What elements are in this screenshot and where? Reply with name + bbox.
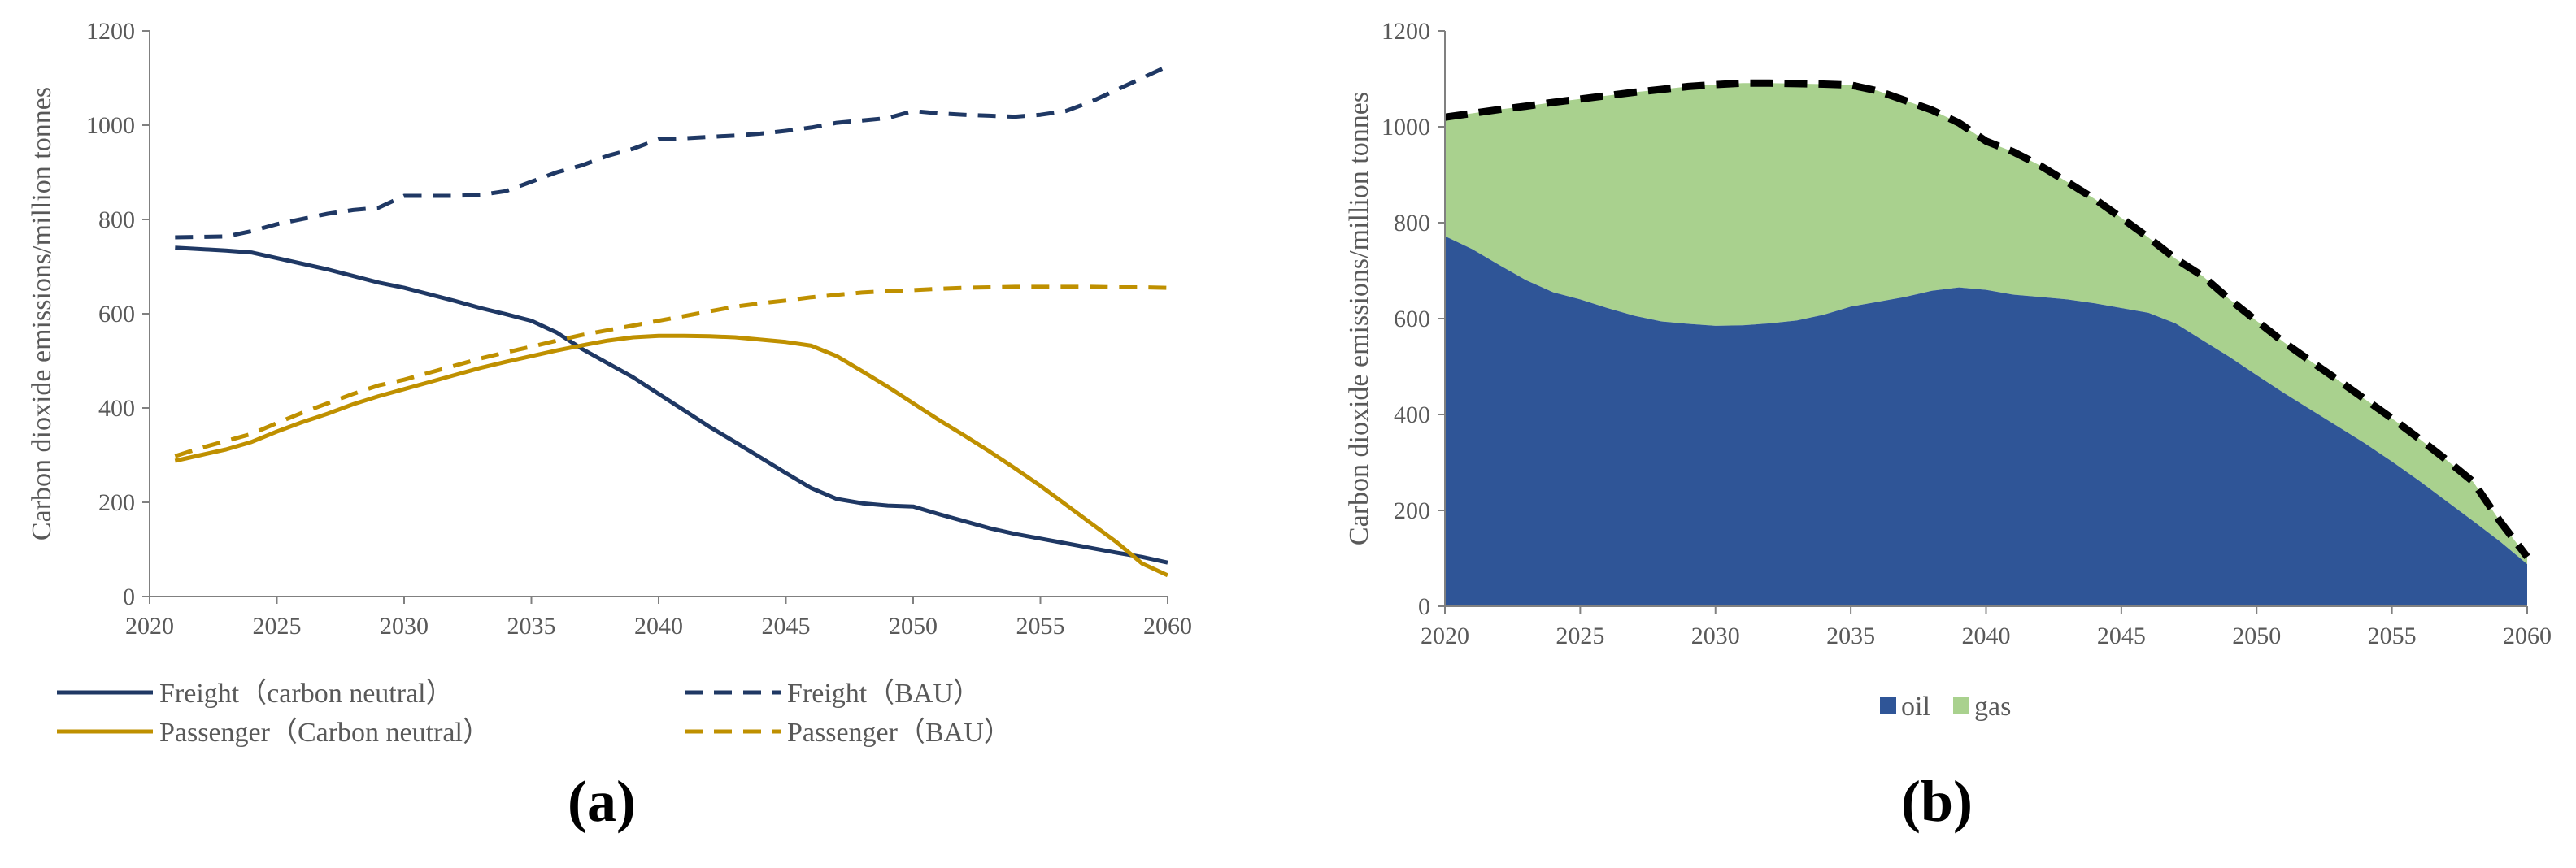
x-tick-label: 2055 [1016,613,1065,640]
series-line-2 [174,333,1169,578]
x-tick-label: 2060 [2503,623,2552,649]
legend-label-3: Passenger（BAU） [787,717,1012,748]
x-tick-label: 2030 [380,613,429,640]
y-axis-label: Carbon dioxide emissions/million tonnes [1344,92,1374,545]
x-tick-label: 2035 [1826,623,1875,649]
chart-panel-b: 0 200 400 600 800 1000 1200 2020 2025 2030 2035 204… [1344,18,2552,834]
legend-swatch-gas [1953,697,1969,714]
legend-label-2: Passenger（Carbon neutral） [159,717,490,748]
y-tick-label: 600 [98,301,135,328]
legend-label-oil: oil [1901,692,1930,722]
y-tick-label: 1200 [1382,18,1430,45]
x-tick-label: 2035 [507,613,556,640]
y-tick-label: 600 [1394,306,1430,332]
y-tick-label: 1000 [1382,114,1430,141]
legend-swatch-oil [1880,697,1896,714]
y-axis-label: Carbon dioxide emissions/million tonnes [27,87,57,540]
y-tick-label: 200 [1394,497,1430,524]
y-tick-label: 400 [98,395,135,422]
y-tick-label: 800 [1394,210,1430,237]
x-tick-label: 2040 [634,613,683,640]
x-tick-label: 2045 [2097,623,2146,649]
x-tick-label: 2050 [889,613,938,640]
y-tick-label: 400 [1394,401,1430,428]
x-tick-label: 2030 [1691,623,1740,649]
legend-label-0: Freight（carbon neutral） [159,678,454,709]
y-tick-label: 0 [1418,593,1430,620]
series-line-1 [175,64,1169,240]
series-line-0 [175,245,1168,565]
x-tick-label: 2050 [2232,623,2281,649]
chart-panel-a: 0 200 400 600 800 1000 1200 2020 2025 2030 2035 204… [27,18,1192,834]
x-tick-label: 2025 [253,613,302,640]
legend-label-gas: gas [1974,692,2011,722]
area-oil [1445,236,2527,606]
area-gas [1445,83,2527,565]
x-tick-label: 2020 [125,613,174,640]
x-tick-label: 2020 [1421,623,1469,649]
y-tick-label: 800 [98,206,135,233]
panel-label-b: (b) [1901,769,1973,834]
x-tick-label: 2040 [1962,623,2011,649]
y-tick-label: 1000 [86,112,135,139]
y-tick-label: 200 [98,489,135,516]
x-tick-label: 2025 [1556,623,1604,649]
y-tick-label: 1200 [86,18,135,45]
panel-label-a: (a) [568,769,636,834]
x-tick-label: 2045 [762,613,811,640]
x-tick-label: 2055 [2368,623,2417,649]
series-line-3 [174,284,1168,458]
total-dashed-line [1444,79,2530,559]
legend-label-1: Freight（BAU） [787,678,981,709]
x-tick-label: 2060 [1143,613,1192,640]
y-tick-label: 0 [123,584,135,610]
